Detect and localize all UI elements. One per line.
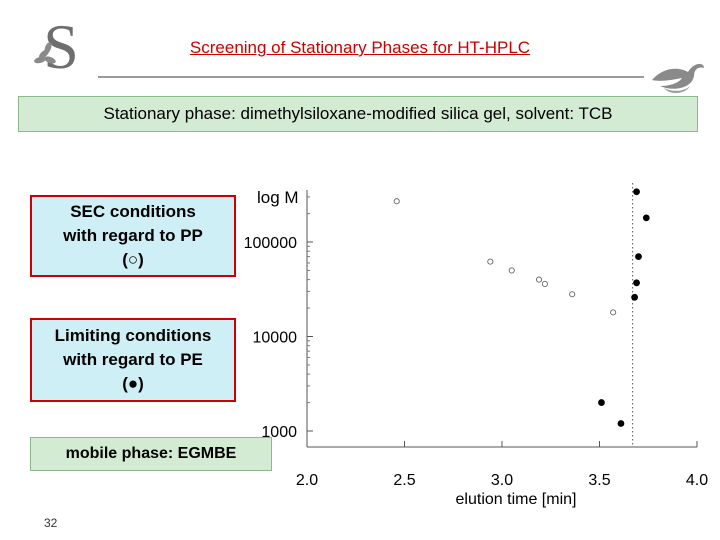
slide-number: 32 [44, 516, 58, 530]
limiting-conditions-box: Limiting conditions with regard to PE (●… [30, 318, 236, 402]
x-tick-label: 2.0 [296, 472, 318, 489]
limiting-line-1: Limiting conditions [54, 326, 212, 345]
filled-data-point [642, 214, 650, 222]
sec-line-1: SEC conditions [70, 202, 196, 221]
x-axis-title: elution time [min] [456, 491, 577, 508]
title-divider [98, 76, 644, 78]
filled-data-point [598, 399, 605, 406]
open-data-point [569, 291, 576, 298]
sec-line-2: with regard to PP [63, 226, 203, 245]
open-data-point [536, 276, 543, 283]
x-tick-label: 3.5 [588, 472, 610, 489]
y-tick-label: 100000 [244, 235, 297, 252]
limiting-line-2: with regard to PE [63, 350, 203, 369]
chart-axes [306, 183, 698, 448]
y-tick-label: 1000 [261, 424, 297, 441]
open-data-point [393, 198, 400, 205]
university-logo-icon: S [34, 12, 79, 74]
open-data-point [487, 258, 494, 265]
x-tick-label: 2.5 [393, 472, 415, 489]
chart-labels: 1000 10000 100000 2.0 2.5 3.0 3.5 4.0 log M eluti… [244, 188, 709, 508]
open-data-point [610, 309, 617, 316]
filled-data-point [631, 293, 638, 301]
y-axis-title: log M [257, 188, 299, 207]
mobile-phase-box: mobile phase: EGMBE [30, 437, 272, 471]
x-tick-label: 4.0 [686, 472, 708, 489]
open-data-point [508, 267, 515, 274]
slide-title: Screening of Stationary Phases for HT-HP… [189, 38, 531, 57]
filled-data-point [635, 253, 642, 261]
leaf-emblem [34, 42, 56, 64]
filled-data-point [633, 188, 640, 196]
filled-data-point [617, 420, 625, 427]
filled-data-point [633, 279, 640, 287]
chart-marks [393, 188, 650, 427]
x-tick-label: 3.0 [491, 472, 513, 489]
y-tick-label: 10000 [253, 330, 298, 347]
mobile-phase-text: mobile phase: EGMBE [65, 445, 237, 462]
open-data-point [541, 280, 548, 287]
limiting-line-3: (●) [122, 374, 144, 393]
sec-conditions-box: SEC conditions with regard to PP (○) [30, 195, 236, 277]
bird-swirl-icon [652, 63, 704, 94]
sec-line-3: (○) [122, 250, 144, 269]
stationary-phase-banner: Stationary phase: dimethylsiloxane-modif… [18, 96, 698, 132]
